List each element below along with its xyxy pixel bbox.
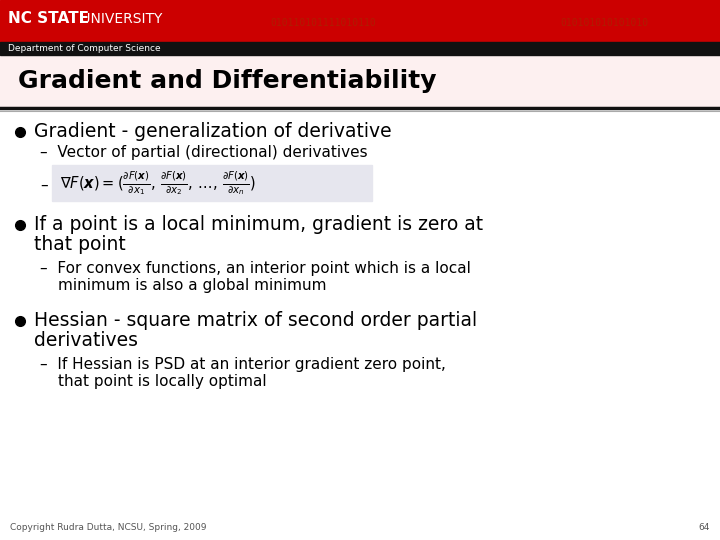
Text: derivatives: derivatives [34,331,138,350]
Text: Gradient - generalization of derivative: Gradient - generalization of derivative [34,122,392,141]
Text: –: – [40,178,48,193]
Text: Gradient and Differentiability: Gradient and Differentiability [18,69,436,93]
Text: –  If Hessian is PSD at an interior gradient zero point,: – If Hessian is PSD at an interior gradi… [40,357,446,372]
Text: –  Vector of partial (directional) derivatives: – Vector of partial (directional) deriva… [40,145,368,160]
Text: 64: 64 [698,523,710,532]
Text: 010101010101010: 010101010101010 [560,18,648,28]
Text: –  For convex functions, an interior point which is a local: – For convex functions, an interior poin… [40,261,471,276]
Bar [0,55,720,107]
Text: 010110101111010110: 010110101111010110 [270,18,376,28]
Text: UNIVERSITY: UNIVERSITY [76,12,163,26]
Text: Copyright Rudra Dutta, NCSU, Spring, 2009: Copyright Rudra Dutta, NCSU, Spring, 200… [10,523,207,532]
Bar [0,42,720,55]
Text: that point: that point [34,235,126,254]
Text: Department of Computer Science: Department of Computer Science [8,44,161,53]
Text: minimum is also a global minimum: minimum is also a global minimum [58,278,326,293]
Text: Hessian - square matrix of second order partial: Hessian - square matrix of second order … [34,311,477,330]
Text: NC STATE: NC STATE [8,11,89,26]
Text: If a point is a local minimum, gradient is zero at: If a point is a local minimum, gradient … [34,215,483,234]
Text: $\nabla F(\boldsymbol{x}) = (\frac{\partial F(\boldsymbol{x})}{\partial x_1},\, : $\nabla F(\boldsymbol{x}) = (\frac{\part… [60,169,256,197]
Bar [52,165,372,201]
Bar [0,0,720,42]
Text: that point is locally optimal: that point is locally optimal [58,374,266,389]
